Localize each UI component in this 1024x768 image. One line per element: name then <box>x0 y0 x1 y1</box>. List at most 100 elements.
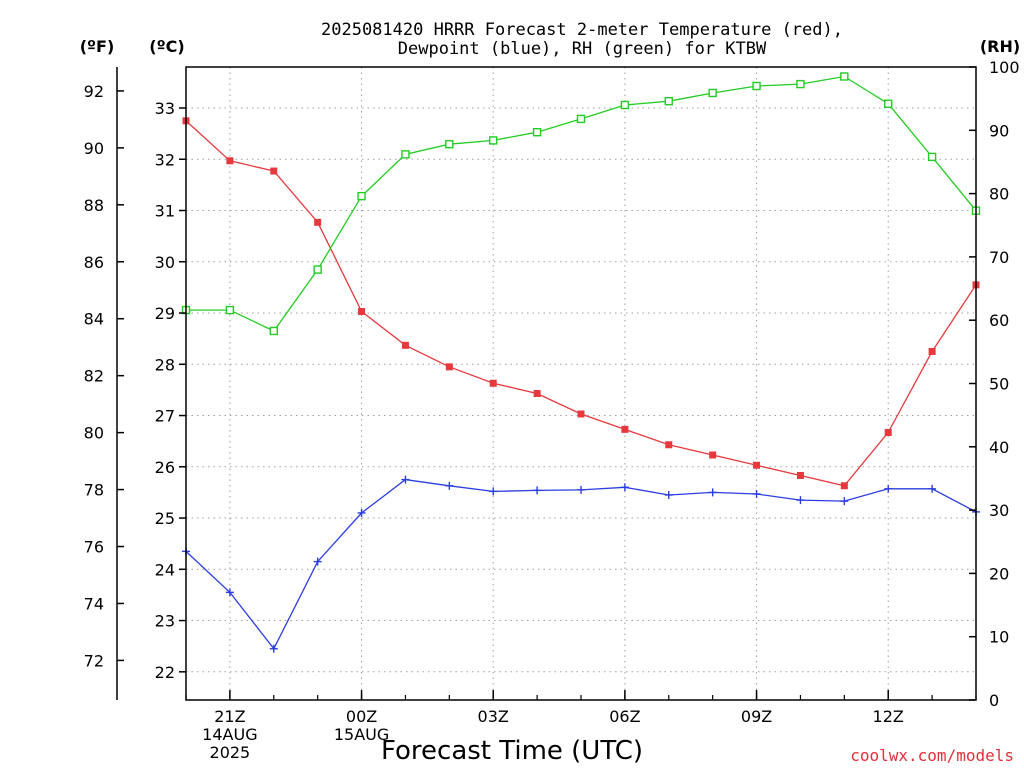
temperature-line <box>185 120 977 487</box>
rh-tick-label: 40 <box>989 438 1009 457</box>
x-tick-label: 21Z <box>214 707 245 726</box>
rh-point <box>708 88 717 98</box>
fahrenheit-tick-label: 86 <box>84 253 104 272</box>
rh-tick-label: 70 <box>989 248 1009 267</box>
rh-tick-label: 90 <box>989 121 1009 140</box>
temperature-point <box>753 461 761 469</box>
dewpoint-point <box>269 644 278 653</box>
rh-tick-label: 80 <box>989 185 1009 204</box>
rh-tick-label: 0 <box>989 691 999 710</box>
temperature-point <box>796 472 804 480</box>
rh-tick-label: 100 <box>989 58 1020 77</box>
celsius-tick-label: 32 <box>155 150 175 169</box>
dewpoint-point <box>445 481 454 490</box>
dewpoint-point <box>489 487 498 496</box>
chart-title-line-2: Dewpoint (blue), RH (green) for KTBW <box>398 39 767 59</box>
celsius-tick-label: 27 <box>155 407 175 426</box>
rh-point <box>225 305 235 315</box>
fahrenheit-unit-label: (ºF) <box>80 37 115 56</box>
celsius-tick-label: 33 <box>155 99 175 118</box>
rh-point <box>927 152 937 162</box>
rh-point <box>576 114 586 124</box>
celsius-tick-label: 25 <box>155 509 175 528</box>
celsius-tick-label: 26 <box>155 458 175 477</box>
dewpoint-point <box>401 475 410 484</box>
temperature-point <box>928 347 936 355</box>
x-tick-label: 15AUG <box>334 725 389 744</box>
temperature-point <box>840 482 848 490</box>
temperature-point <box>884 428 892 436</box>
celsius-axis: 22 23 24 25 26 27 28 29 30 31 32 33 <box>155 99 186 682</box>
rh-point <box>840 72 849 81</box>
celsius-tick-label: 29 <box>155 304 175 323</box>
dewpoint-point <box>752 489 761 498</box>
dewpoint-point <box>313 557 322 566</box>
celsius-tick-label: 24 <box>155 560 175 579</box>
dewpoint-point <box>533 486 542 495</box>
fahrenheit-axis: 72 74 76 78 80 82 84 86 88 90 92 <box>84 82 124 670</box>
celsius-tick-label: 31 <box>155 202 175 221</box>
temperature-point <box>226 157 234 165</box>
chart-title-line-1: 2025081420 HRRR Forecast 2-meter Tempera… <box>321 20 843 40</box>
temperature-point <box>358 307 366 315</box>
dewpoint-line <box>185 478 977 650</box>
x-axis-title: Forecast Time (UTC) <box>381 736 643 766</box>
fahrenheit-tick-label: 80 <box>84 424 104 443</box>
rh-point <box>445 140 454 149</box>
rh-tick-label: 50 <box>989 375 1009 394</box>
credit-label: coolwx.com/models <box>850 746 1014 765</box>
temperature-point <box>533 389 541 397</box>
dewpoint-point <box>357 508 366 517</box>
dewpoint-point <box>708 488 717 497</box>
celsius-unit-label: (ºC) <box>149 37 184 56</box>
celsius-tick-label: 28 <box>155 355 175 374</box>
rh-point <box>752 81 761 91</box>
rh-point <box>796 79 805 89</box>
rh-point <box>401 150 410 159</box>
rh-tick-label: 10 <box>989 628 1009 647</box>
grid <box>186 67 976 700</box>
x-tick-label: 09Z <box>741 707 772 726</box>
fahrenheit-tick-label: 74 <box>84 594 104 613</box>
rh-tick-label: 60 <box>989 311 1009 330</box>
rh-point <box>532 127 542 137</box>
plot-frame <box>185 66 977 701</box>
fahrenheit-tick-label: 84 <box>84 310 104 329</box>
series-layer <box>181 72 981 653</box>
temperature-point <box>445 363 453 371</box>
fahrenheit-tick-label: 88 <box>84 196 104 215</box>
temperature-point <box>665 441 673 449</box>
fahrenheit-tick-label: 82 <box>84 367 104 386</box>
dewpoint-point <box>796 496 805 505</box>
fahrenheit-tick-label: 78 <box>84 481 104 500</box>
rh-point <box>313 265 322 274</box>
rh-axis: 0 10 20 30 40 50 60 70 80 90 100 <box>969 58 1020 710</box>
rh-point <box>357 191 366 201</box>
dewpoint-point <box>884 484 893 493</box>
x-tick-label: 03Z <box>478 707 509 726</box>
dewpoint-point <box>225 588 234 597</box>
rh-tick-label: 20 <box>989 564 1009 583</box>
fahrenheit-tick-label: 90 <box>84 139 104 158</box>
x-tick-label: 00Z <box>346 707 377 726</box>
celsius-tick-label: 22 <box>155 663 175 682</box>
rh-point <box>620 100 630 110</box>
rh-line <box>186 75 977 332</box>
fahrenheit-tick-label: 72 <box>84 651 104 670</box>
dewpoint-point <box>577 485 585 494</box>
temperature-point <box>270 167 278 175</box>
x-tick-label: 06Z <box>609 707 640 726</box>
dewpoint-point <box>928 484 937 493</box>
dewpoint-point <box>840 497 849 506</box>
dewpoint-point <box>620 483 629 492</box>
rh-point <box>269 326 278 336</box>
rh-point <box>489 136 498 145</box>
rh-unit-label: (RH) <box>980 37 1020 56</box>
rh-point <box>664 96 673 106</box>
fahrenheit-tick-label: 76 <box>84 538 104 557</box>
temperature-point <box>489 379 497 387</box>
rh-tick-label: 30 <box>989 501 1009 520</box>
x-tick-label: 12Z <box>873 707 904 726</box>
